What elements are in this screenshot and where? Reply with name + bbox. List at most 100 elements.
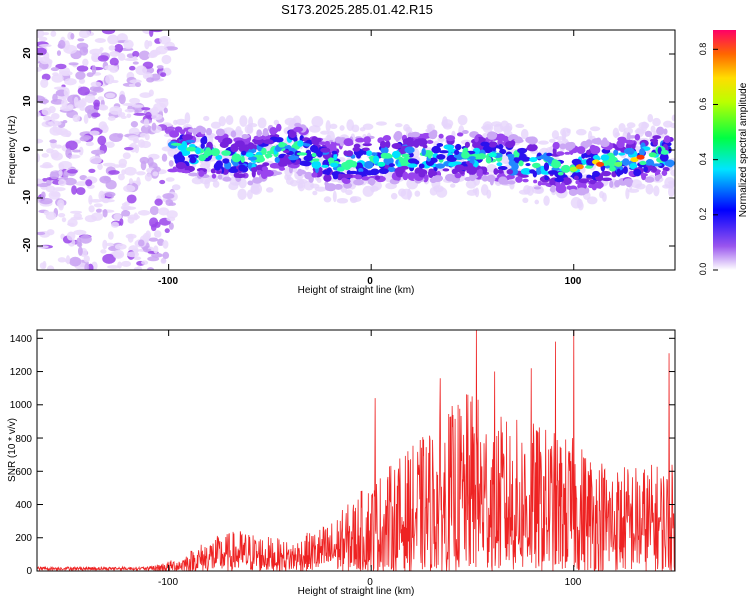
spectrogram-band-blob <box>461 151 470 159</box>
spectrogram-halo-blob <box>566 128 571 134</box>
spectrogram-noise-blob <box>159 98 169 108</box>
spectrogram-band-blob <box>185 139 196 143</box>
spectrogram-band-blob <box>462 129 469 134</box>
spectrogram-halo-blob <box>237 188 247 200</box>
spectrogram-band-blob <box>364 160 374 169</box>
spectrogram-halo-blob <box>225 115 234 126</box>
spectrogram-band-blob <box>217 174 223 180</box>
spectrogram-halo-blob <box>265 187 274 193</box>
spectrogram-noise-blob <box>98 121 108 131</box>
spectrogram-noise-blob <box>164 228 170 234</box>
spectrogram-band-blob <box>261 166 269 172</box>
spectrogram-band-blob <box>506 153 515 158</box>
spectrogram-band-blob <box>447 147 453 153</box>
spectrogram-noise-blob <box>109 57 119 66</box>
spectrogram-halo-blob <box>349 196 362 203</box>
spectrogram-band-blob <box>175 161 187 170</box>
spectrogram-noise-blob <box>42 32 50 36</box>
spectrogram-xtick-label: -100 <box>158 276 178 287</box>
spectrogram-noise-blob <box>57 179 67 187</box>
spectrogram-band-blob <box>456 132 464 137</box>
spectrogram-band-blob <box>342 178 351 184</box>
spectrogram-noise-blob <box>108 45 116 51</box>
spectrogram-noise-blob <box>153 230 162 238</box>
spectrogram-band-blob <box>393 132 402 141</box>
spectrogram-band-blob <box>513 138 524 144</box>
spectrogram-noise-blob <box>152 171 159 177</box>
spectrogram-band-blob <box>383 156 394 166</box>
spectrogram-band-blob <box>618 152 626 156</box>
spectrogram-peak-blob <box>529 157 538 163</box>
spectrogram-band-blob <box>505 141 515 148</box>
spectrogram-band-blob <box>185 146 197 152</box>
spectrogram-band-blob <box>279 167 286 171</box>
spectrogram-halo-blob <box>626 122 636 129</box>
spectrogram-noise-blob <box>97 135 107 146</box>
spectrogram-band-blob <box>654 174 661 182</box>
spectrogram-band-blob <box>506 169 514 175</box>
colorbar-tick-label: 0.2 <box>698 208 708 221</box>
spectrogram-band-blob <box>559 182 566 191</box>
spectrogram-noise-blob <box>166 216 176 222</box>
spectrogram-noise-blob <box>133 112 147 116</box>
spectrogram-noise-blob <box>77 86 90 96</box>
spectrogram-band-blob <box>231 153 242 163</box>
spectrogram-noise-blob <box>41 107 52 116</box>
spectrogram-noise-blob <box>168 160 174 167</box>
snr-xtick-label: -100 <box>158 577 178 588</box>
spectrogram-noise-blob <box>39 164 54 169</box>
spectrogram-noise-blob <box>123 146 134 151</box>
spectrogram-band-blob <box>661 170 668 177</box>
spectrogram-band-blob <box>625 139 635 145</box>
spectrogram-band-blob <box>296 152 308 156</box>
spectrogram-band-blob <box>560 164 571 173</box>
spectrogram-band-blob <box>247 156 258 161</box>
spectrogram-peak-blob <box>636 154 645 160</box>
spectrogram-halo-blob <box>465 179 477 189</box>
spectrogram-band-blob <box>181 141 188 149</box>
spectrogram-band-blob <box>343 138 354 147</box>
spectrogram-halo-blob <box>647 114 654 123</box>
spectrogram-halo-blob <box>323 196 332 203</box>
spectrogram-halo-blob <box>599 190 605 199</box>
spectrogram-noise-blob <box>91 65 97 75</box>
spectrogram-peak-blob <box>377 161 386 167</box>
spectrogram-band-blob <box>622 158 630 166</box>
spectrogram-noise-blob <box>65 148 72 159</box>
spectrogram-halo-blob <box>671 114 675 122</box>
spectrogram-noise-blob <box>52 124 58 133</box>
spectrogram-band-blob <box>238 164 247 172</box>
spectrogram-band-blob <box>311 160 322 169</box>
spectrogram-band-blob <box>303 143 311 147</box>
spectrogram-ytick-label: -20 <box>22 237 33 252</box>
spectrogram-noise-blob <box>133 267 140 270</box>
spectrogram-noise-blob <box>105 242 115 247</box>
spectrogram-band-blob <box>323 174 332 182</box>
spectrogram-noise-blob <box>84 214 97 223</box>
spectrogram-band-blob <box>600 139 610 148</box>
spectrogram-band-blob <box>276 123 282 132</box>
spectrogram-band-blob <box>379 140 387 149</box>
spectrogram-band-blob <box>272 171 283 176</box>
spectrogram-xlabel: Height of straight line (km) <box>298 285 415 296</box>
spectrogram-noise-blob <box>143 118 150 128</box>
spectrogram-noise-blob <box>97 96 104 101</box>
spectrogram-band-blob <box>263 139 274 145</box>
spectrogram-noise-blob <box>127 216 135 224</box>
spectrogram-halo-blob <box>375 121 388 126</box>
spectrogram-band-blob <box>230 130 237 138</box>
spectrogram-noise-blob <box>107 265 120 269</box>
spectrogram-band-blob <box>362 142 372 147</box>
spectrogram-noise-blob <box>144 133 150 141</box>
spectrogram-band-blob <box>410 140 416 145</box>
spectrogram-peak-blob <box>614 161 623 167</box>
spectrogram-band-blob <box>576 187 587 196</box>
spectrogram-noise-blob <box>41 153 49 158</box>
spectrogram-noise-blob <box>52 93 58 103</box>
spectrogram-ytick-label: 20 <box>22 47 33 59</box>
spectrogram-noise-blob <box>144 173 152 182</box>
spectrogram-band-blob <box>345 160 353 168</box>
spectrogram-noise-blob <box>76 42 89 50</box>
spectrogram-halo-blob <box>414 190 421 197</box>
spectrogram-noise-blob <box>78 146 84 156</box>
